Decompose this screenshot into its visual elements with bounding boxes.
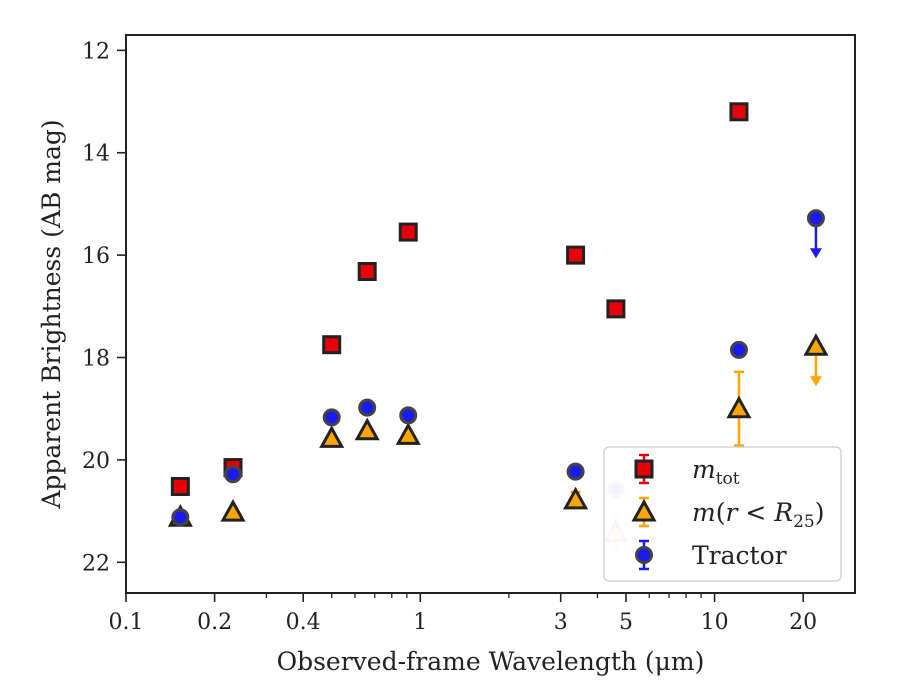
x-tick-label: 0.2	[197, 610, 232, 635]
series-square	[170, 102, 749, 497]
data-point-triangle	[354, 417, 380, 441]
legend-marker-circle	[635, 546, 653, 564]
data-point-square	[606, 299, 626, 319]
data-point-triangle	[726, 395, 752, 419]
data-point-circle	[224, 465, 243, 484]
data-point-circle	[566, 462, 585, 481]
data-point-circle	[358, 398, 377, 417]
plot-area	[167, 102, 829, 552]
x-tick-label: 20	[789, 610, 817, 635]
x-tick-label: 0.1	[109, 610, 144, 635]
legend: mtot m(r < R25) Tractor	[603, 446, 842, 582]
legend-label: m(r < R25)	[692, 498, 825, 532]
legend-box	[603, 446, 842, 582]
y-tick-label: 16	[82, 244, 110, 269]
series-circle	[171, 209, 825, 527]
data-point-square	[322, 335, 342, 355]
data-point-triangle	[220, 499, 246, 522]
y-axis-label: Apparent Brightness (AB mag)	[37, 119, 66, 509]
legend-label: Tractor	[692, 541, 787, 570]
y-tick-label: 20	[82, 449, 110, 474]
data-point-square	[170, 477, 190, 497]
arrow-head	[809, 376, 822, 387]
data-point-triangle	[803, 333, 829, 356]
data-point-circle	[806, 209, 825, 228]
legend-marker-square	[634, 459, 654, 479]
data-point-circle	[729, 340, 748, 359]
y-tick-label: 14	[82, 142, 110, 167]
data-point-square	[566, 245, 586, 265]
data-point-circle	[171, 508, 190, 527]
data-point-square	[729, 102, 749, 122]
data-point-triangle	[319, 425, 345, 448]
data-point-circle	[399, 406, 418, 425]
arrow-head	[809, 248, 822, 259]
y-tick-label: 12	[82, 39, 110, 64]
x-tick-label: 0.4	[286, 610, 321, 635]
plot-frame	[125, 34, 856, 594]
data-point-square	[398, 222, 418, 242]
y-tick-label: 22	[82, 551, 110, 576]
axis-ticks: 0.1 0.2 0.4 1 3 5 10 20 12 14 16 18 20 22	[82, 39, 817, 635]
x-tick-label: 3	[554, 610, 568, 635]
x-tick-label: 5	[619, 610, 633, 635]
data-point-triangle	[395, 422, 421, 445]
legend-marker-triangle	[631, 498, 657, 522]
y-tick-label: 18	[82, 347, 110, 372]
legend-label: mtot	[692, 455, 740, 489]
data-point-circle	[322, 408, 341, 427]
data-point-triangle	[563, 486, 589, 510]
data-point-square	[357, 262, 377, 282]
x-axis-label: Observed-frame Wavelength (μm)	[277, 647, 705, 676]
series-triangle	[167, 333, 829, 552]
x-tick-label: 10	[701, 610, 729, 635]
x-tick-label: 1	[413, 610, 427, 635]
